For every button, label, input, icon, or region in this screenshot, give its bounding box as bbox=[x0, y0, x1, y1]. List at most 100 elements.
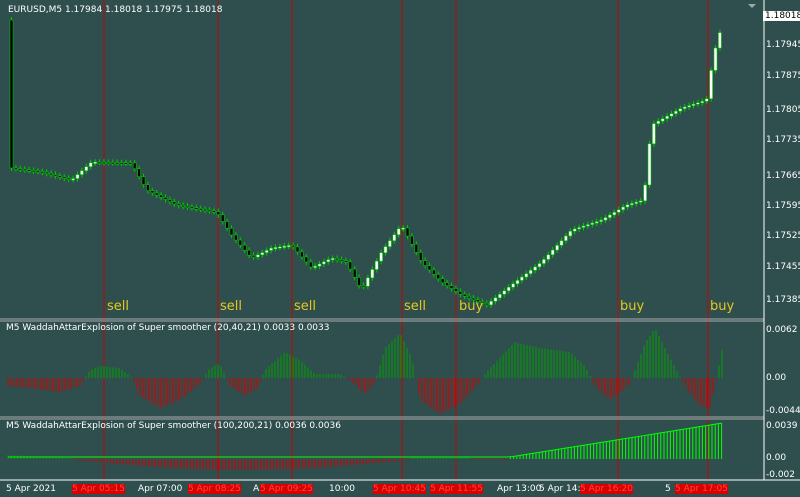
indicator2-header: M5 WaddahAttarExplosion of Super smoothe… bbox=[6, 421, 341, 431]
candle-body bbox=[18, 168, 23, 171]
price-tick-label: 1.17525 bbox=[766, 231, 800, 241]
candle-body bbox=[528, 269, 533, 274]
candle-body bbox=[669, 113, 674, 117]
candle-body bbox=[590, 222, 595, 225]
candle-body bbox=[454, 288, 458, 292]
time-tick-label: 5 Apr 09:25 bbox=[260, 484, 313, 494]
candle-body bbox=[344, 260, 348, 263]
candle-body bbox=[317, 263, 322, 267]
candle-body bbox=[31, 170, 36, 173]
explosion-line bbox=[8, 422, 723, 458]
candle-body bbox=[128, 162, 133, 165]
candle-body bbox=[132, 162, 137, 170]
candle-body bbox=[445, 282, 449, 286]
candle-body bbox=[674, 110, 678, 114]
candle-body bbox=[308, 261, 313, 268]
candle-body bbox=[181, 205, 185, 208]
candle-body bbox=[97, 161, 102, 164]
candle-body bbox=[14, 167, 18, 170]
signal-label-buy: buy bbox=[710, 299, 735, 314]
candle-body bbox=[361, 285, 366, 288]
time-tick-label: 5 bbox=[665, 484, 671, 494]
time-tick-label: 5 Apr 14:0 bbox=[539, 484, 587, 494]
time-tick-label: A bbox=[253, 484, 260, 494]
candle-body bbox=[383, 246, 388, 254]
candle-body bbox=[58, 175, 62, 178]
candle-body bbox=[176, 203, 181, 206]
candle-body bbox=[44, 171, 49, 175]
candle-body bbox=[572, 228, 577, 232]
candle-body bbox=[630, 203, 634, 206]
candle-body bbox=[141, 176, 146, 185]
candle-body bbox=[137, 168, 141, 177]
candle-body bbox=[410, 235, 414, 245]
candle-body bbox=[102, 161, 106, 164]
candle-body bbox=[88, 162, 93, 167]
candle-body bbox=[374, 260, 379, 270]
candle-body bbox=[286, 245, 291, 248]
candle-body bbox=[66, 177, 71, 180]
candle-body bbox=[264, 250, 269, 253]
candle-body bbox=[440, 278, 445, 284]
candle-body bbox=[9, 19, 14, 169]
price-tick-label: 1.17875 bbox=[766, 71, 800, 81]
candle-body bbox=[190, 206, 194, 209]
candle-body bbox=[27, 169, 31, 172]
indicator1-tick-label: 0.0062 bbox=[766, 325, 798, 335]
candle-body bbox=[682, 106, 687, 109]
candle-body bbox=[339, 259, 344, 262]
candle-body bbox=[709, 70, 713, 100]
candle-body bbox=[533, 266, 537, 271]
candle-body bbox=[322, 261, 326, 265]
candle-body bbox=[467, 295, 471, 299]
candle-body bbox=[687, 105, 691, 108]
price-candles bbox=[9, 17, 722, 308]
candle-body bbox=[537, 263, 542, 268]
candle-body bbox=[506, 286, 511, 292]
candle-body bbox=[405, 227, 410, 237]
indicator1-tick-label: 0.00 bbox=[766, 373, 787, 383]
candle-body bbox=[84, 166, 89, 171]
signal-label-sell: sell bbox=[404, 299, 426, 314]
candle-body bbox=[22, 168, 27, 171]
candle-body bbox=[370, 269, 375, 279]
candle-body bbox=[555, 245, 559, 251]
candle-body bbox=[652, 123, 656, 145]
candle-body bbox=[476, 299, 480, 302]
indicator2-tick-label: -0.002 bbox=[766, 470, 796, 480]
candle-body bbox=[515, 280, 520, 285]
current-price-label: 1.18018 bbox=[763, 11, 800, 21]
candle-body bbox=[498, 293, 502, 299]
signal-label-sell: sell bbox=[107, 299, 129, 314]
candle-body bbox=[493, 297, 498, 302]
symbol-header: EURUSD,M5 1.17984 1.18018 1.17975 1.1801… bbox=[8, 5, 223, 15]
candle-body bbox=[586, 224, 590, 227]
candle-body bbox=[643, 184, 647, 202]
candle-body bbox=[229, 227, 234, 236]
candle-body bbox=[53, 174, 58, 177]
candle-body bbox=[621, 206, 625, 210]
candle-body bbox=[449, 285, 454, 289]
indicator2-tick-label: 0.0039 bbox=[766, 421, 798, 431]
price-tick-label: 1.17735 bbox=[766, 135, 800, 145]
candle-body bbox=[110, 162, 115, 165]
candle-body bbox=[168, 199, 172, 203]
candle-body bbox=[71, 178, 75, 181]
candle-body bbox=[163, 197, 168, 200]
time-tick-label: 10:00 bbox=[329, 484, 355, 494]
signal-label-sell: sell bbox=[220, 299, 242, 314]
candle-body bbox=[599, 219, 603, 222]
indicator2-histogram bbox=[7, 422, 723, 470]
candle-body bbox=[379, 252, 383, 262]
candle-body bbox=[480, 301, 485, 304]
collapse-arrow-icon[interactable] bbox=[748, 4, 756, 8]
candle-body bbox=[564, 235, 568, 241]
candle-body bbox=[660, 118, 665, 122]
candle-body bbox=[471, 297, 476, 301]
candle-body bbox=[432, 269, 436, 275]
candle-body bbox=[251, 254, 256, 258]
candle-body bbox=[326, 259, 331, 263]
candle-body bbox=[700, 101, 705, 104]
candle-body bbox=[577, 227, 581, 230]
